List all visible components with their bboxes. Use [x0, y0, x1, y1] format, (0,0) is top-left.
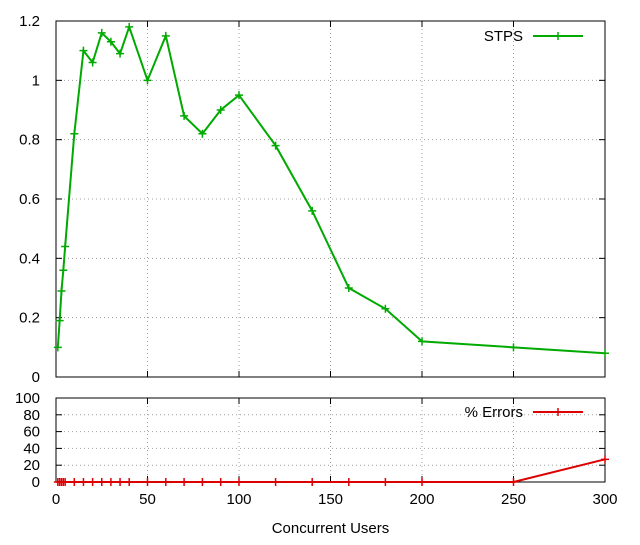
x-tick-label: 50 — [139, 491, 156, 508]
y-tick-label: 1 — [32, 72, 40, 89]
data-point — [143, 478, 152, 486]
data-point — [180, 111, 189, 120]
y-tick-label: 100 — [15, 390, 40, 407]
data-point — [161, 31, 170, 40]
data-point — [509, 343, 518, 352]
x-axis-label: Concurrent Users — [272, 520, 390, 537]
x-tick-label: 250 — [501, 491, 526, 508]
data-point — [59, 266, 68, 275]
data-point — [88, 478, 97, 486]
data-point — [198, 129, 207, 138]
data-point — [601, 455, 609, 464]
data-point — [161, 478, 170, 486]
data-point — [216, 478, 225, 486]
data-point — [601, 349, 609, 358]
data-point — [381, 478, 390, 486]
x-tick-label: 200 — [409, 491, 434, 508]
data-point — [271, 478, 280, 486]
data-point — [509, 478, 518, 486]
data-point — [88, 58, 97, 67]
data-point — [381, 304, 390, 313]
plot-frame — [55, 20, 606, 378]
data-point — [106, 37, 115, 46]
chart-panel-2: 0 50 100 150 200 250 300020406080100Concurrent… — [15, 390, 618, 537]
data-point — [55, 316, 64, 325]
y-tick-label: 1.2 — [19, 13, 40, 30]
data-point — [116, 49, 125, 58]
legend-label: STPS — [484, 28, 523, 45]
x-tick-label: 0 — [52, 491, 60, 508]
data-point — [180, 478, 189, 486]
legend-label: % Errors — [465, 404, 523, 421]
data-point — [418, 478, 426, 486]
y-tick-label: 80 — [23, 407, 40, 424]
chart-panel-1: 0 0.2 0.4 0.6 0.8 1 1.2 STPS — [19, 13, 609, 386]
data-point — [61, 478, 70, 486]
data-point — [344, 284, 353, 292]
data-point — [125, 478, 134, 486]
data-point — [57, 286, 66, 295]
data-point — [235, 91, 243, 100]
data-point — [216, 106, 225, 114]
y-tick-label: 0.2 — [19, 310, 40, 327]
y-tick-label: 0.8 — [19, 132, 40, 149]
data-point — [125, 22, 134, 31]
y-tick-label: 0.6 — [19, 191, 40, 208]
data-point — [308, 206, 317, 215]
data-point — [61, 242, 70, 251]
y-tick-label: 20 — [23, 457, 40, 474]
data-point — [79, 46, 88, 55]
x-tick-label: 300 — [592, 491, 617, 508]
data-point — [143, 76, 152, 85]
data-point — [70, 478, 79, 486]
data-point — [235, 478, 243, 486]
data-point — [79, 478, 88, 486]
x-tick-label: 100 — [226, 491, 251, 508]
legend-marker — [554, 408, 562, 416]
y-tick-label: 0 — [32, 369, 40, 386]
data-point — [418, 337, 426, 346]
y-tick-label: 60 — [23, 424, 40, 441]
data-point — [271, 141, 280, 150]
data-point — [198, 478, 207, 486]
data-point — [53, 343, 62, 352]
series-line — [57, 458, 606, 483]
data-point — [97, 478, 106, 486]
data-point — [70, 129, 79, 138]
x-tick-label: 150 — [318, 491, 343, 508]
legend-marker — [554, 32, 562, 40]
data-point — [344, 478, 353, 486]
y-tick-label: 40 — [23, 440, 40, 457]
data-point — [308, 478, 317, 486]
series-line — [56, 23, 606, 355]
data-point — [97, 28, 106, 37]
y-tick-label: 0 — [32, 474, 40, 491]
y-tick-label: 0.4 — [19, 250, 40, 267]
data-point — [106, 478, 115, 486]
data-point — [116, 478, 125, 486]
